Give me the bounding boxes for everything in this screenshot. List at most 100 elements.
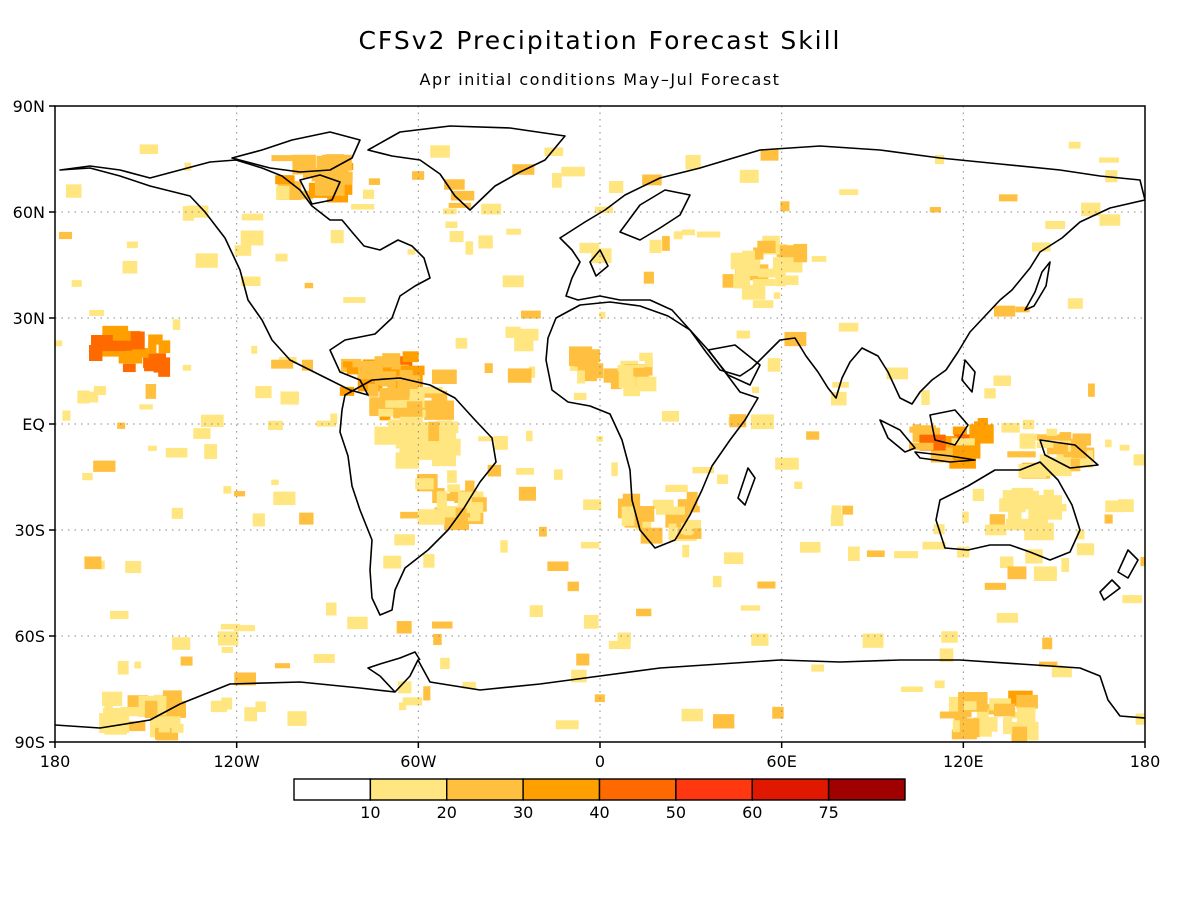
coast-australia (935, 461, 1081, 561)
skill-patch (862, 633, 884, 648)
skill-patch (529, 605, 543, 618)
skill-patch (465, 241, 474, 255)
coast-madagascar (737, 467, 756, 506)
skill-patch (838, 322, 859, 332)
skill-patch (505, 326, 521, 338)
skill-patch (276, 185, 290, 200)
skill-patch (126, 241, 138, 249)
colorbar-swatch (827, 778, 906, 801)
skill-patch (1015, 306, 1030, 313)
skill-patch (799, 541, 821, 553)
coast-sumatra (879, 419, 916, 453)
skill-patch (692, 466, 715, 474)
skill-patch (999, 556, 1014, 569)
skill-patch (929, 206, 941, 213)
skill-patch (1039, 454, 1050, 467)
skill-patch (126, 721, 146, 732)
lon-tick-label: 180 (40, 752, 71, 771)
skill-patch (455, 507, 471, 518)
skill-patch (741, 285, 766, 300)
skill-patch (515, 328, 539, 341)
skill-patch (603, 368, 623, 383)
skill-patch (608, 181, 624, 194)
skill-patch (1133, 454, 1145, 466)
skill-patch (449, 230, 464, 243)
skill-patch (316, 420, 336, 427)
skill-patch (544, 147, 564, 157)
skill-patch (428, 421, 440, 442)
skill-patch (740, 605, 761, 611)
skill-patch (1029, 521, 1048, 529)
skill-patch (117, 661, 129, 675)
skill-patch (900, 686, 923, 693)
skill-patch (280, 391, 299, 405)
skill-patch (752, 300, 774, 309)
skill-patch (240, 230, 264, 246)
skill-patch (444, 179, 465, 190)
skill-patch (1056, 665, 1064, 672)
coast-japan (1024, 261, 1051, 311)
skill-patch (55, 340, 63, 347)
coast-arabia (707, 344, 761, 386)
skill-patch (395, 437, 403, 449)
skill-patch (696, 231, 721, 238)
skill-patch (59, 231, 72, 240)
skill-patch (831, 505, 842, 519)
skill-patch (148, 353, 159, 363)
colorbar-label: 20 (437, 803, 457, 822)
skill-patch (400, 387, 410, 398)
skill-patch (378, 408, 398, 417)
skill-patch (683, 521, 692, 536)
skill-patch (252, 513, 265, 527)
lon-tick-label: 0 (595, 752, 605, 771)
skill-patch (466, 502, 484, 513)
skill-patch (567, 581, 579, 592)
skill-patch (83, 391, 99, 403)
skill-patch (518, 486, 536, 501)
skill-patch (383, 555, 402, 569)
skill-patch (617, 365, 645, 372)
skill-patch (200, 414, 224, 428)
skill-patch (682, 544, 690, 558)
skill-patch (139, 144, 159, 154)
skill-patch (1098, 157, 1119, 163)
coast-philippines (961, 359, 976, 393)
skill-patch (465, 480, 475, 497)
skill-patch (1099, 214, 1121, 226)
skill-patch (1135, 713, 1145, 725)
coast-arctic-islands (231, 131, 361, 173)
skill-patch (394, 534, 415, 546)
skill-patch (241, 213, 264, 221)
skill-patch (89, 309, 104, 316)
skill-patch (1033, 566, 1057, 581)
skill-patch (909, 426, 926, 433)
skill-patch (723, 552, 744, 565)
skill-patch (934, 680, 945, 689)
skill-patch (1105, 500, 1124, 513)
skill-patch (125, 560, 142, 574)
skill-patch (712, 575, 722, 588)
skill-patch (1122, 595, 1143, 604)
skill-patch (271, 155, 299, 162)
skill-patch (130, 331, 145, 350)
skill-patch (617, 632, 631, 643)
coast-africa (545, 301, 759, 549)
skill-patch (1046, 442, 1068, 455)
skill-patch (583, 614, 599, 629)
skill-patch (388, 419, 407, 434)
skill-patch (478, 235, 493, 249)
lat-tick-label: 60S (14, 627, 45, 646)
skill-patch (1076, 529, 1085, 540)
skill-patch (665, 484, 688, 493)
skill-patch (571, 669, 587, 683)
skill-patch (287, 711, 307, 727)
colorbar-swatch (598, 778, 677, 801)
skill-patch (165, 447, 188, 458)
skill-patch (993, 375, 1011, 386)
skill-patch (65, 184, 82, 198)
colorbar: 10 20 30 40 50 60 75 (293, 778, 906, 822)
skill-patch (573, 392, 587, 400)
skill-patch (539, 526, 547, 537)
